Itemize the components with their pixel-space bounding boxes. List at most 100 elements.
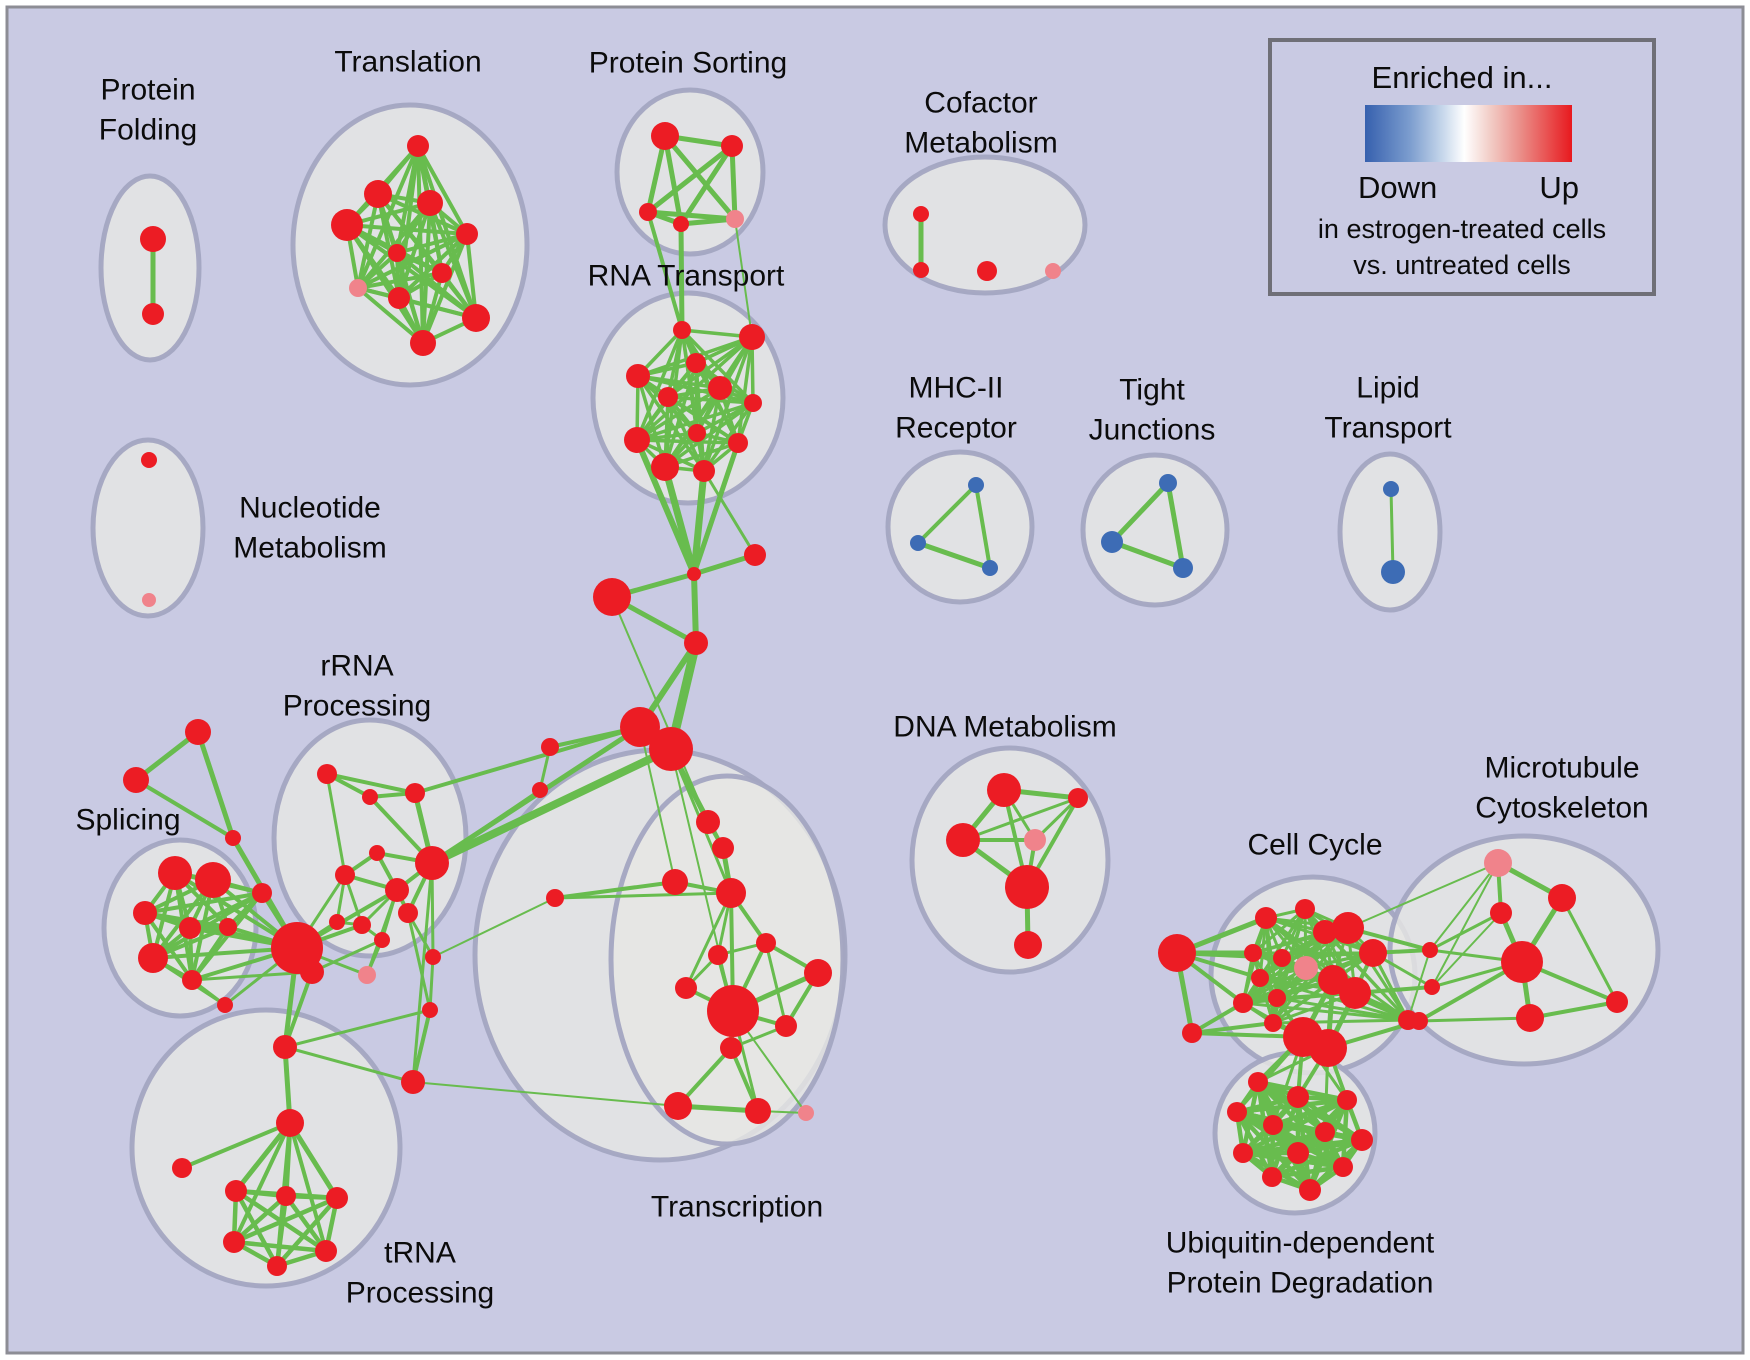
- cluster-splicing-label: Splicing: [75, 804, 180, 837]
- node-b1: [1422, 942, 1438, 958]
- legend-down-label: Down: [1358, 170, 1438, 205]
- network-edge: [1417, 1016, 1532, 1023]
- node-m1: [968, 477, 984, 493]
- cluster-transcription-label: Transcription: [651, 1191, 823, 1224]
- node-r4: [626, 364, 650, 388]
- node-j4: [684, 631, 708, 655]
- cluster-microtubule-cytoskeleton-label: Cytoskeleton: [1475, 792, 1648, 825]
- node-d5: [1005, 865, 1049, 909]
- node-rr15: [401, 1070, 425, 1094]
- cluster-cofactor-metabolism-label: Cofactor: [924, 87, 1037, 120]
- node-cf1: [913, 206, 929, 222]
- cluster-tight-junctions-label: Tight: [1119, 374, 1185, 407]
- node-cb2: [1309, 1029, 1347, 1067]
- network-edge: [678, 216, 738, 227]
- node-x11: [720, 1037, 742, 1059]
- node-c2: [1295, 899, 1315, 919]
- network-edge: [413, 725, 642, 795]
- network-edge: [1431, 862, 1499, 988]
- node-t4: [331, 209, 363, 241]
- node-x1: [696, 810, 720, 834]
- cluster-nucleotide-metabolism-label: Metabolism: [233, 532, 386, 565]
- node-mt4: [1501, 941, 1543, 983]
- network-edge: [729, 143, 738, 222]
- node-rr6: [385, 878, 409, 902]
- network-edge: [395, 251, 478, 320]
- node-c14: [1264, 1014, 1282, 1032]
- network-edge: [635, 401, 755, 442]
- node-cb0: [273, 1035, 297, 1059]
- node-d4: [1068, 788, 1088, 808]
- cluster-lipid-transport-label: Lipid: [1356, 372, 1419, 405]
- node-pf2: [142, 303, 164, 325]
- cluster-rna-transport-label: RNA Transport: [588, 260, 785, 293]
- network-edge: [345, 223, 469, 236]
- node-c10: [1339, 977, 1371, 1009]
- node-t2: [364, 180, 392, 208]
- node-c11: [1251, 969, 1269, 987]
- network-edge: [661, 463, 698, 578]
- network-edge: [1347, 862, 1499, 929]
- node-sp1: [158, 856, 192, 890]
- network-edge: [411, 861, 434, 1084]
- network-edge: [432, 897, 556, 958]
- network-edge: [1323, 930, 1410, 1022]
- node-u5: [1263, 1115, 1283, 1135]
- node-u9: [1287, 1142, 1309, 1164]
- node-ts: [172, 1158, 192, 1178]
- node-xb: [546, 889, 564, 907]
- node-mt2: [1548, 884, 1576, 912]
- network-edge: [553, 880, 677, 900]
- node-cf3: [977, 261, 997, 281]
- node-mt6: [1606, 991, 1628, 1013]
- cluster-ubiquitin-degradation-label: Protein Degradation: [1167, 1267, 1434, 1300]
- node-tg2: [123, 767, 149, 793]
- network-edge: [702, 335, 754, 473]
- node-rr8: [398, 903, 418, 923]
- cluster-protein-folding-ellipse: [98, 173, 202, 363]
- cluster-tight-junctions-ellipse: [1080, 452, 1230, 608]
- node-cl: [1158, 934, 1196, 972]
- node-x6: [756, 933, 776, 953]
- cluster-protein-sorting-ellipse: [614, 87, 766, 257]
- network-edge: [356, 286, 425, 345]
- node-r11: [651, 453, 679, 481]
- network-edge: [411, 1008, 432, 1084]
- network-edge: [325, 772, 347, 877]
- network-edge: [961, 796, 1080, 842]
- network-edge: [288, 1121, 328, 1253]
- network-edge: [662, 133, 738, 222]
- network-edge: [421, 232, 469, 345]
- network-edge: [287, 1120, 340, 1201]
- network-edge: [645, 143, 735, 215]
- node-c4: [1332, 912, 1364, 944]
- network-edge: [190, 891, 264, 982]
- node-d1: [987, 773, 1021, 807]
- node-c1: [1255, 907, 1277, 929]
- node-ps3: [639, 203, 657, 221]
- node-sp9: [217, 997, 233, 1013]
- legend-axis-labels: Down Up: [1358, 170, 1579, 206]
- node-x2: [712, 837, 734, 859]
- node-ps2: [721, 135, 743, 157]
- node-c7: [1273, 949, 1291, 967]
- cluster-protein-sorting-label: Protein Sorting: [589, 47, 787, 80]
- node-tj3: [1173, 558, 1193, 578]
- node-rr2: [362, 789, 378, 805]
- network-edge: [1109, 480, 1171, 545]
- node-nm2: [142, 593, 156, 607]
- node-d6: [1014, 931, 1042, 959]
- cluster-translation-label: Translation: [334, 46, 481, 79]
- node-r7: [744, 394, 762, 412]
- network-edge: [764, 941, 788, 1028]
- network-edge: [397, 232, 469, 300]
- network-edge: [702, 386, 722, 473]
- node-t3: [417, 190, 443, 216]
- node-ps4: [673, 216, 689, 232]
- network-edge: [283, 1045, 415, 1084]
- node-tj2: [1101, 531, 1123, 553]
- cluster-lipid-transport-ellipse: [1337, 451, 1443, 613]
- network-edge: [180, 1121, 292, 1170]
- node-u6: [1315, 1122, 1335, 1142]
